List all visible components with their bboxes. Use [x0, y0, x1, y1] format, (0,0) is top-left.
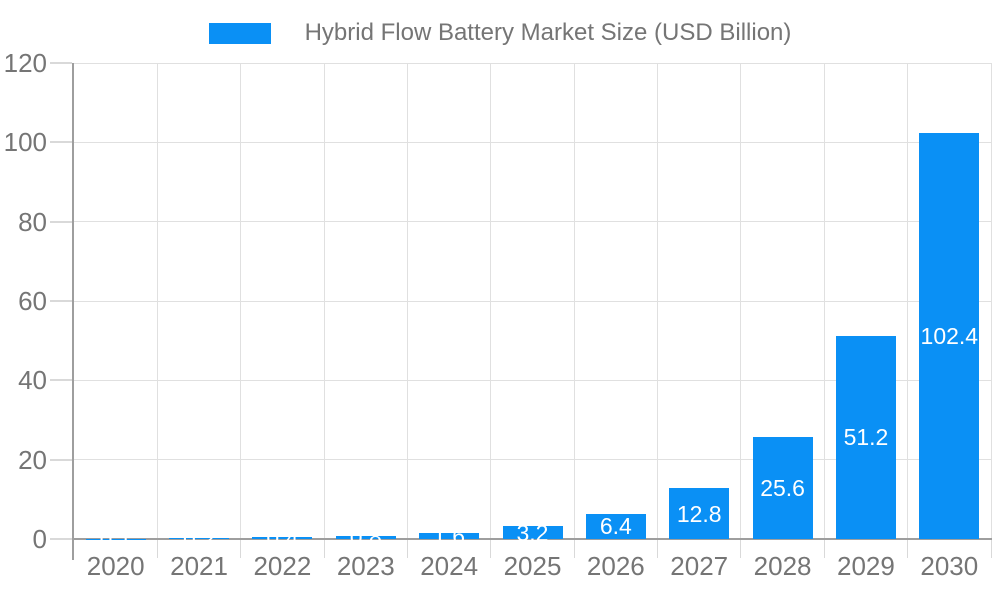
- bar[interactable]: 1.6: [419, 523, 480, 549]
- y-tick: [50, 220, 72, 223]
- x-axis-label: 2023: [336, 551, 395, 581]
- y-gridline: [74, 62, 991, 64]
- y-axis-label: 100: [3, 127, 47, 158]
- bar-value-label: 51.2: [843, 424, 889, 451]
- x-tick: [657, 539, 659, 558]
- bar-value-label: 102.4: [920, 322, 979, 349]
- x-tick: [490, 539, 492, 558]
- bar-value-label: 0.8: [349, 524, 382, 551]
- bar-value-label: 3.2: [516, 519, 549, 546]
- y-axis-label: 20: [18, 444, 47, 475]
- legend-swatch: [208, 22, 271, 44]
- y-tick: [50, 538, 72, 540]
- x-gridline: [240, 63, 242, 539]
- x-gridline: [657, 63, 659, 539]
- bar[interactable]: 0.8: [335, 524, 396, 550]
- y-tick: [50, 141, 72, 144]
- bar[interactable]: 3.2: [502, 520, 563, 546]
- x-gridline: [323, 63, 325, 539]
- x-tick: [323, 539, 325, 558]
- x-tick: [240, 539, 242, 558]
- bar-value-label: 6.4: [599, 513, 632, 540]
- y-axis-label: 0: [32, 524, 47, 554]
- bar[interactable]: 6.4: [585, 513, 646, 539]
- bar-value-label: 0.2: [183, 525, 216, 552]
- x-axis-label: 2030: [920, 551, 979, 581]
- y-gridline: [74, 459, 991, 461]
- x-axis-label: 2020: [86, 551, 145, 581]
- bar-value-label: 25.6: [760, 475, 805, 502]
- x-axis-label: 2028: [753, 551, 812, 581]
- y-tick: [50, 379, 72, 382]
- x-tick: [990, 539, 992, 558]
- y-axis-line: [72, 63, 74, 560]
- x-tick: [823, 539, 825, 558]
- y-axis-label: 60: [18, 286, 47, 316]
- x-gridline: [406, 63, 408, 539]
- chart-legend: Hybrid Flow Battery Market Size (USD Bil…: [0, 19, 1000, 47]
- x-axis-label: 2021: [170, 551, 228, 581]
- x-axis-label: 2025: [503, 551, 562, 581]
- x-axis-line: [72, 538, 992, 540]
- x-axis-label: 2026: [586, 551, 645, 581]
- x-gridline: [156, 63, 158, 539]
- bar[interactable]: 12.8: [669, 488, 730, 539]
- y-gridline: [74, 379, 991, 381]
- x-tick: [573, 539, 575, 558]
- x-tick: [907, 539, 909, 558]
- y-tick: [50, 62, 72, 64]
- bar[interactable]: 25.6: [752, 437, 813, 539]
- x-axis-label: 2022: [253, 551, 312, 581]
- x-tick: [740, 539, 742, 558]
- x-axis-label: 2029: [837, 551, 895, 581]
- y-gridline: [74, 300, 991, 302]
- bar[interactable]: 51.2: [835, 335, 896, 539]
- bar[interactable]: 102.4: [919, 132, 980, 539]
- x-gridline: [823, 63, 825, 539]
- y-gridline: [74, 141, 991, 143]
- bar[interactable]: 0.2: [169, 526, 230, 552]
- y-tick: [50, 458, 72, 461]
- y-axis-label: 120: [3, 48, 47, 78]
- x-axis-label: 2027: [670, 551, 729, 581]
- x-tick: [406, 539, 408, 558]
- x-gridline: [740, 63, 742, 539]
- x-gridline: [907, 63, 909, 539]
- x-tick: [156, 539, 158, 558]
- bar-value-label: 1.6: [433, 522, 466, 549]
- bar[interactable]: 0.4: [252, 525, 313, 551]
- y-tick: [50, 300, 72, 302]
- y-axis-label: 80: [18, 206, 47, 237]
- chart-title: Hybrid Flow Battery Market Size (USD Bil…: [304, 19, 792, 46]
- bar-value-label: 0.1: [99, 525, 132, 552]
- bar-value-label: 0.4: [266, 525, 299, 552]
- x-gridline: [990, 63, 992, 539]
- y-gridline: [74, 221, 991, 223]
- x-axis-label: 2024: [420, 551, 479, 581]
- x-gridline: [573, 63, 575, 539]
- bar-value-label: 12.8: [676, 500, 722, 527]
- y-axis-label: 40: [18, 365, 47, 396]
- x-gridline: [490, 63, 492, 539]
